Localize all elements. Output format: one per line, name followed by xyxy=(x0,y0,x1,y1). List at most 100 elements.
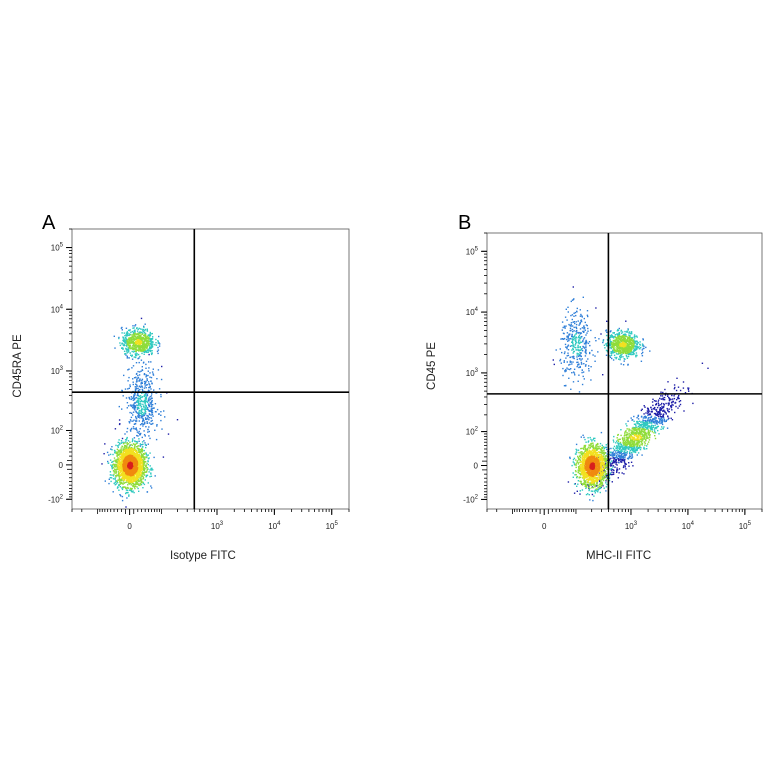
event-dot xyxy=(626,452,628,454)
event-dot xyxy=(150,343,153,345)
event-dot xyxy=(660,416,662,418)
event-dot xyxy=(585,343,587,345)
event-dot xyxy=(684,392,687,394)
event-dot xyxy=(642,421,644,423)
event-dot xyxy=(658,413,660,416)
event-dot xyxy=(141,471,144,473)
event-dot xyxy=(614,460,617,462)
event-dot xyxy=(620,452,622,454)
event-dot xyxy=(122,348,124,350)
event-dot xyxy=(617,334,619,336)
event-dot xyxy=(642,426,644,429)
event-dot xyxy=(139,404,142,407)
event-dot xyxy=(125,468,128,470)
event-dot xyxy=(150,475,153,477)
event-dot xyxy=(119,461,122,463)
event-dot xyxy=(129,347,131,349)
event-dot xyxy=(118,489,120,491)
event-dot xyxy=(130,484,132,486)
event-dot xyxy=(142,466,145,469)
event-dot xyxy=(146,379,148,381)
event-dot xyxy=(147,400,150,402)
event-dot xyxy=(590,329,592,332)
event-dot xyxy=(119,494,121,496)
event-dot xyxy=(123,343,125,346)
event-dot xyxy=(624,333,626,335)
event-dot xyxy=(143,399,146,402)
event-dot xyxy=(115,480,117,482)
event-dot xyxy=(646,424,648,426)
event-dot xyxy=(668,398,671,400)
event-dot xyxy=(613,445,616,448)
event-dot xyxy=(590,490,593,492)
event-dot xyxy=(573,336,575,338)
event-dot xyxy=(142,472,144,474)
event-dot xyxy=(109,471,112,473)
event-dot xyxy=(128,387,130,389)
event-dot xyxy=(574,339,576,342)
event-dot xyxy=(138,343,140,345)
event-dot xyxy=(141,346,144,349)
event-dot xyxy=(566,367,568,369)
event-dot xyxy=(651,411,653,413)
event-dot xyxy=(130,430,132,432)
event-dot xyxy=(650,424,653,427)
event-dot xyxy=(120,468,122,470)
event-dot xyxy=(648,426,651,428)
event-dot xyxy=(581,350,584,352)
event-dot xyxy=(149,399,151,401)
event-dot xyxy=(135,362,138,364)
event-dot xyxy=(136,442,139,444)
event-dot xyxy=(565,370,567,372)
event-dot xyxy=(138,440,140,442)
event-dot xyxy=(668,396,670,399)
event-dot xyxy=(136,330,139,332)
event-dot xyxy=(150,400,153,403)
event-dot xyxy=(144,398,146,400)
event-dot xyxy=(611,357,613,360)
event-dot xyxy=(599,477,601,479)
event-dot xyxy=(627,355,630,358)
event-dot xyxy=(621,456,624,458)
event-dot xyxy=(129,457,131,459)
event-dot xyxy=(635,352,638,354)
event-dot xyxy=(140,469,143,472)
event-dot xyxy=(128,334,130,337)
event-dot xyxy=(576,311,578,313)
event-dot xyxy=(160,395,162,398)
event-dot xyxy=(129,385,131,388)
event-dot xyxy=(158,413,160,415)
event-dot xyxy=(152,373,154,375)
event-dot xyxy=(116,453,119,455)
event-dot xyxy=(621,455,624,458)
event-dot xyxy=(661,426,663,428)
event-dot xyxy=(600,486,602,489)
event-dot xyxy=(653,418,655,420)
event-dot xyxy=(568,333,570,336)
event-dot xyxy=(618,451,620,453)
event-dot xyxy=(660,391,662,393)
event-dot xyxy=(141,333,143,335)
event-dot xyxy=(572,347,574,350)
event-dot xyxy=(646,423,648,425)
event-dot xyxy=(137,328,139,331)
event-dot xyxy=(659,407,661,409)
event-dot xyxy=(610,350,612,353)
event-dot xyxy=(631,456,634,458)
event-dot xyxy=(581,316,583,318)
event-dot xyxy=(585,352,587,355)
event-dot xyxy=(567,336,569,339)
event-dot xyxy=(594,489,597,491)
event-dot xyxy=(149,410,151,413)
event-dot xyxy=(139,457,142,459)
event-dot xyxy=(132,411,135,413)
event-dot xyxy=(125,449,127,452)
event-dot xyxy=(145,374,147,376)
event-dot xyxy=(609,453,611,456)
event-dot xyxy=(638,447,640,449)
event-dot xyxy=(651,419,653,421)
event-dot xyxy=(130,479,132,481)
event-dot xyxy=(663,420,666,422)
event-dot xyxy=(131,440,134,443)
event-dot xyxy=(145,387,147,389)
